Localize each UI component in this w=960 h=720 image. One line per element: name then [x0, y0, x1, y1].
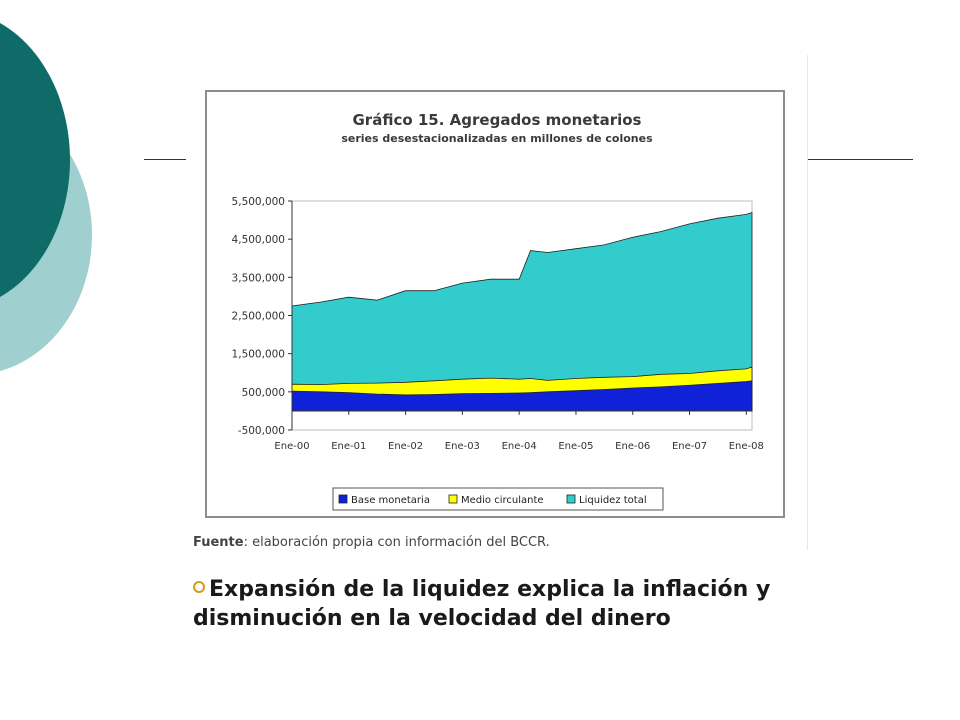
x-tick-label: Ene-00	[274, 441, 309, 452]
title-rule-left	[144, 159, 186, 160]
dark-teal-circle	[0, 22, 70, 298]
x-tick-label: Ene-01	[331, 441, 366, 452]
legend-label-liquidez-total: Liquidez total	[579, 495, 647, 506]
x-tick-label: Ene-04	[502, 441, 537, 452]
chart-frame: Gráfico 15. Agregados monetarios series …	[205, 90, 785, 518]
y-tick-label: 1,500,000	[232, 349, 285, 361]
x-tick-label: Ene-08	[729, 441, 764, 452]
legend-box	[332, 487, 664, 511]
chart-subtitle: series desestacionalizadas en millones d…	[341, 132, 653, 145]
source-text: : elaboración propia con información del…	[243, 535, 550, 550]
y-tick-label: 500,000	[242, 387, 285, 399]
bullet-text: Expansión de la liquidez explica la infl…	[193, 577, 771, 631]
source-note: Fuente: elaboración propia con informaci…	[193, 535, 550, 550]
y-tick-label: 2,500,000	[232, 311, 285, 323]
bullet-point: Expansión de la liquidez explica la infl…	[193, 575, 893, 633]
source-label: Fuente	[193, 535, 244, 550]
y-tick-label: -500,000	[238, 425, 285, 437]
series-area-liquidez-total	[291, 211, 753, 412]
x-tick-label: Ene-06	[615, 441, 650, 452]
bullet-ring-icon	[193, 581, 205, 593]
chart-title: Gráfico 15. Agregados monetarios	[353, 111, 642, 129]
y-tick-label: 5,500,000	[232, 196, 285, 208]
x-tick-label: Ene-02	[388, 441, 423, 452]
legend-swatch-base-monetaria	[338, 494, 348, 504]
x-tick-label: Ene-05	[558, 441, 593, 452]
legend-swatch-liquidez-total	[566, 494, 576, 504]
y-tick-label: 4,500,000	[232, 234, 285, 246]
x-tick-label: Ene-07	[672, 441, 707, 452]
x-tick-label: Ene-03	[445, 441, 480, 452]
legend-label-medio-circulante: Medio circulante	[461, 495, 544, 506]
series-area-base-monetaria	[291, 380, 753, 412]
image-edge	[807, 55, 808, 550]
title-rule-right	[808, 159, 913, 160]
y-tick-label: 3,500,000	[232, 272, 285, 284]
chart: Gráfico 15. Agregados monetarios series …	[232, 111, 764, 511]
legend-swatch-medio-circulante	[448, 494, 458, 504]
chart-legend: Base monetaria Medio circulante Liquidez t…	[332, 487, 664, 511]
legend-label-base-monetaria: Base monetaria	[351, 495, 430, 506]
